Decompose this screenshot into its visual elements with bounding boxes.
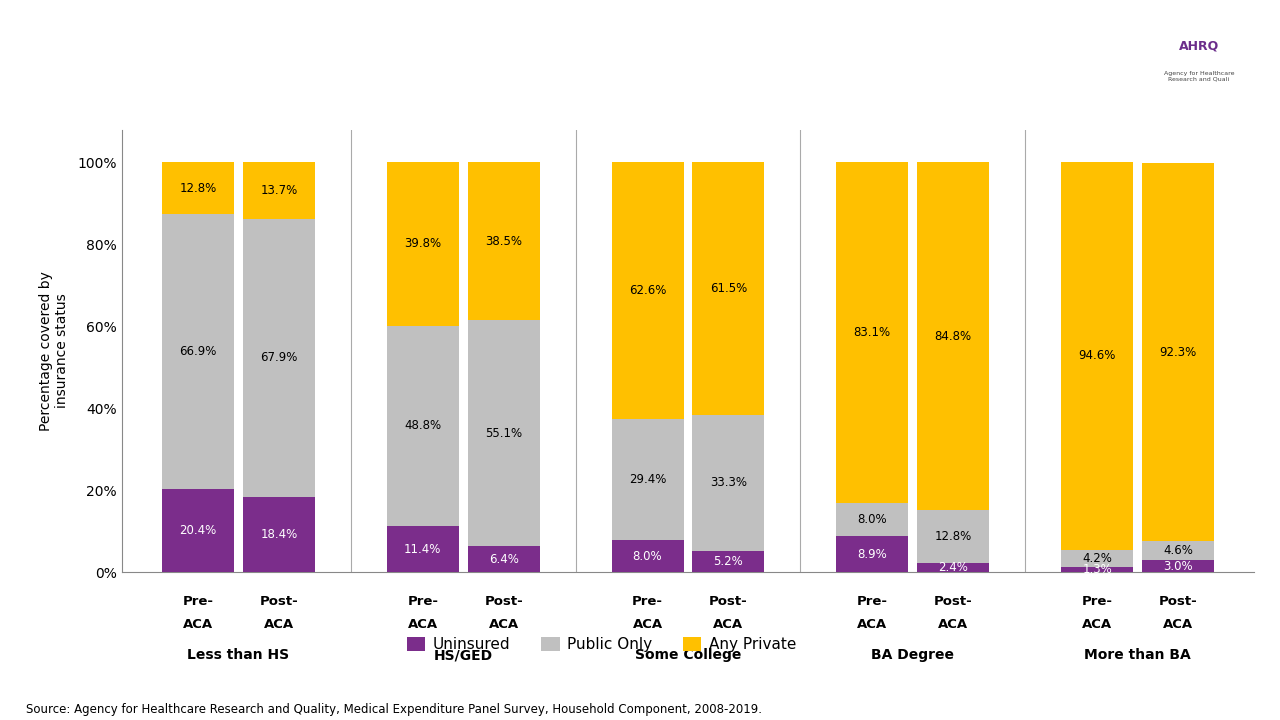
Bar [467, 320, 540, 546]
Text: Less than HS: Less than HS [187, 648, 289, 662]
Text: ACA: ACA [858, 618, 887, 631]
Bar [836, 536, 909, 572]
Text: 8.0%: 8.0% [632, 549, 662, 562]
Bar [836, 163, 909, 503]
Bar [918, 510, 989, 562]
Text: ACA: ACA [938, 618, 968, 631]
Text: BA Degree: BA Degree [872, 648, 955, 662]
Text: 48.8%: 48.8% [404, 419, 442, 432]
Ellipse shape [1082, 12, 1271, 118]
Bar [918, 562, 989, 572]
Bar [387, 526, 458, 572]
Text: ACA: ACA [264, 618, 294, 631]
Text: Post-: Post- [484, 595, 524, 608]
Text: 67.9%: 67.9% [260, 351, 298, 364]
Text: ACA: ACA [632, 618, 663, 631]
Bar [1142, 163, 1213, 541]
Text: More than BA: More than BA [1084, 648, 1190, 662]
Text: 55.1%: 55.1% [485, 427, 522, 440]
Text: 13.7%: 13.7% [260, 184, 297, 197]
Bar [1061, 162, 1133, 550]
Text: ACA: ACA [1164, 618, 1193, 631]
Text: 20.4%: 20.4% [179, 524, 216, 537]
Legend: Uninsured, Public Only, Any Private: Uninsured, Public Only, Any Private [401, 631, 803, 658]
Bar [692, 163, 764, 415]
Text: 92.3%: 92.3% [1160, 346, 1197, 359]
Text: ACA: ACA [1082, 618, 1112, 631]
Text: 83.1%: 83.1% [854, 326, 891, 339]
Text: Pre-: Pre- [407, 595, 438, 608]
Bar [1061, 550, 1133, 567]
Text: Pre-: Pre- [1082, 595, 1112, 608]
Bar [163, 162, 234, 215]
Bar [918, 163, 989, 510]
Text: 94.6%: 94.6% [1078, 349, 1116, 362]
Text: ACA: ACA [408, 618, 438, 631]
Text: 1.3%: 1.3% [1082, 563, 1112, 576]
Bar [612, 419, 684, 539]
Text: 61.5%: 61.5% [710, 282, 748, 295]
Text: ACA: ACA [713, 618, 744, 631]
Text: HS/GED: HS/GED [434, 648, 493, 662]
Text: 62.6%: 62.6% [628, 284, 666, 297]
Bar [692, 415, 764, 551]
Text: Pre-: Pre- [632, 595, 663, 608]
Text: education, Pre-ACA and Post-ACA: education, Pre-ACA and Post-ACA [374, 76, 727, 95]
Text: Post-: Post- [260, 595, 298, 608]
Text: Agency for Healthcare
Research and Quali: Agency for Healthcare Research and Quali [1164, 71, 1234, 81]
Text: 29.4%: 29.4% [628, 473, 666, 486]
Text: Source: Agency for Healthcare Research and Quality, Medical Expenditure Panel Su: Source: Agency for Healthcare Research a… [26, 703, 762, 716]
Bar [612, 163, 684, 419]
Text: ACA: ACA [489, 618, 518, 631]
Text: 12.8%: 12.8% [179, 181, 216, 194]
Bar [163, 489, 234, 572]
Text: 8.9%: 8.9% [858, 548, 887, 561]
Text: 5.2%: 5.2% [713, 555, 744, 568]
Text: 18.4%: 18.4% [260, 528, 297, 541]
Text: 8.0%: 8.0% [858, 513, 887, 526]
Text: Pre-: Pre- [183, 595, 214, 608]
Text: 2.4%: 2.4% [938, 561, 968, 574]
Text: 3.0%: 3.0% [1164, 559, 1193, 572]
Text: 39.8%: 39.8% [404, 238, 442, 251]
Text: Post-: Post- [709, 595, 748, 608]
Text: 4.6%: 4.6% [1164, 544, 1193, 557]
Text: AHRQ: AHRQ [1179, 40, 1219, 53]
Text: 4.2%: 4.2% [1082, 552, 1112, 565]
Bar [836, 503, 909, 536]
Text: 38.5%: 38.5% [485, 235, 522, 248]
Bar [387, 163, 458, 325]
Text: Post-: Post- [1158, 595, 1197, 608]
Text: ACA: ACA [183, 618, 212, 631]
Bar [467, 546, 540, 572]
Text: Post-: Post- [934, 595, 973, 608]
Y-axis label: Percentage covered by
insurance status: Percentage covered by insurance status [38, 271, 69, 431]
Bar [163, 215, 234, 489]
Bar [243, 163, 315, 219]
Bar [387, 325, 458, 526]
Bar [612, 539, 684, 572]
Bar [1142, 560, 1213, 572]
Text: 11.4%: 11.4% [404, 543, 442, 556]
Bar [467, 163, 540, 320]
Bar [1061, 567, 1133, 572]
Text: 84.8%: 84.8% [934, 330, 972, 343]
Bar [1142, 541, 1213, 560]
Text: Some College: Some College [635, 648, 741, 662]
Text: 12.8%: 12.8% [934, 530, 972, 543]
Bar [243, 497, 315, 572]
Bar [692, 551, 764, 572]
Text: 6.4%: 6.4% [489, 553, 518, 566]
Text: Pre-: Pre- [856, 595, 888, 608]
Text: Figure 5. Distribution of insurance status of birth mothers at time of birth by: Figure 5. Distribution of insurance stat… [142, 26, 959, 45]
Bar [243, 219, 315, 497]
Text: 33.3%: 33.3% [710, 477, 748, 490]
Text: 66.9%: 66.9% [179, 345, 216, 358]
